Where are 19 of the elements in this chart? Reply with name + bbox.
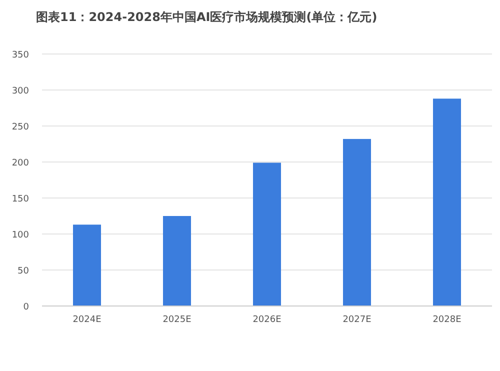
y-tick-label: 350 xyxy=(12,50,30,60)
bar xyxy=(343,138,371,306)
y-tick-label: 300 xyxy=(12,86,30,96)
x-tick-label: 2027E xyxy=(342,315,372,325)
y-tick-label: 250 xyxy=(12,122,30,132)
y-tick-label: 200 xyxy=(12,158,30,168)
x-tick-label: 2024E xyxy=(72,315,102,325)
bar xyxy=(253,162,281,306)
x-tick-label: 2026E xyxy=(252,315,282,325)
y-tick-label: 0 xyxy=(23,302,30,312)
y-tick-label: 150 xyxy=(12,194,30,204)
bar xyxy=(73,224,101,306)
bar xyxy=(433,98,461,306)
y-tick-label: 100 xyxy=(12,230,30,240)
y-tick-label: 50 xyxy=(18,266,30,276)
x-tick-label: 2028E xyxy=(432,315,462,325)
x-tick-label: 2025E xyxy=(162,315,192,325)
bar xyxy=(163,216,191,306)
chart-title: 图表11：2024-2028年中国AI医疗市场规模预测(单位：亿元) xyxy=(36,10,378,24)
